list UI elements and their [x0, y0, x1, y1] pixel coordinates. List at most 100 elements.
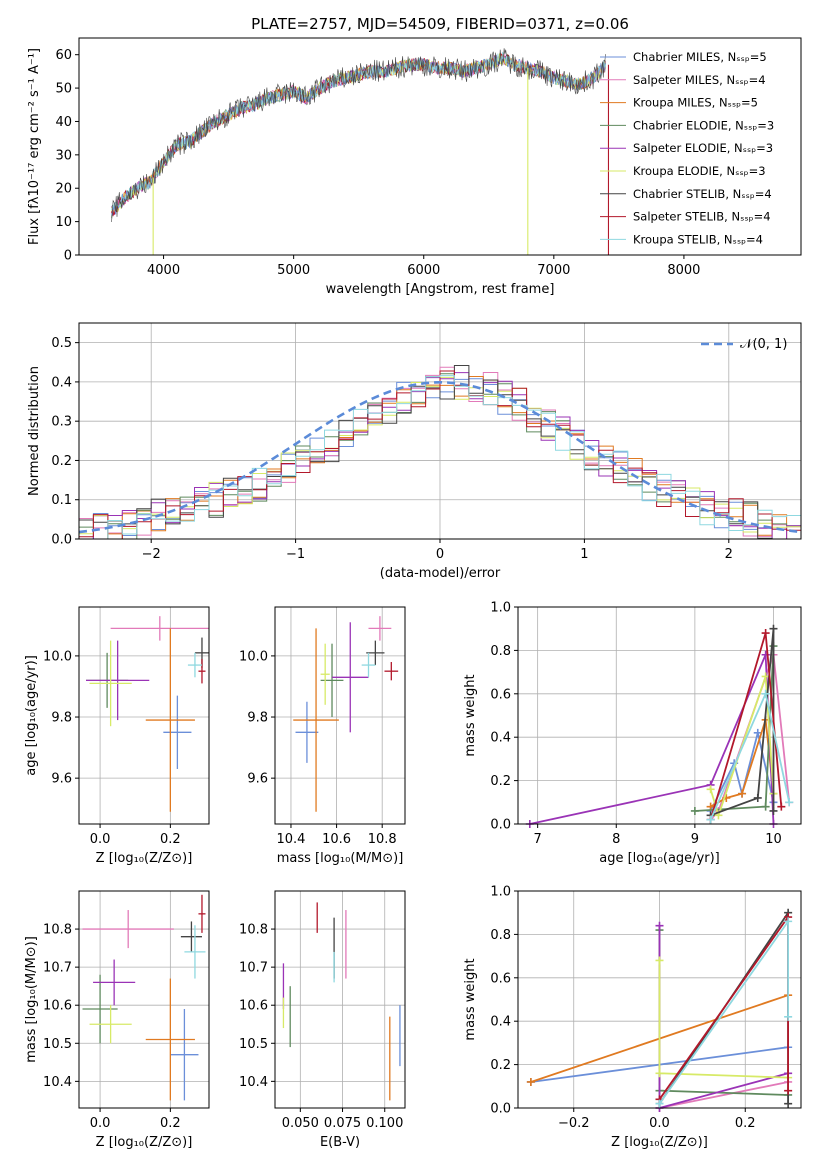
x-axis-label: age [log₁₀(age/yr)] [599, 851, 720, 866]
mass-vs-ebv-panel: 0.050 0.075 0.100 10.4 10.5 10.6 10.7 10.8 E(B-V… [239, 890, 406, 1150]
y-tick-label: 10.0 [43, 649, 72, 664]
mass-weight-marker [761, 689, 770, 698]
mass-weight-marker [785, 798, 794, 807]
age-vs-Z-plot-area [86, 616, 209, 812]
x-tick-label: 8 [612, 832, 620, 847]
legend-entry: Chabrier ELODIE, Nₛₛₚ=3 [633, 118, 774, 132]
error-point [89, 1005, 132, 1044]
y-tick-label: 60 [55, 48, 72, 63]
error-point [384, 662, 399, 681]
error-point [366, 640, 385, 666]
residuals-plot-area [78, 365, 802, 540]
y-axis-label: Flux [fλ10⁻¹⁷ erg cm⁻² s⁻¹ A⁻¹] [27, 48, 42, 245]
histogram-step [79, 370, 801, 540]
error-point [145, 628, 195, 812]
axes-frame [517, 606, 802, 825]
y-axis-label: mass weight [463, 674, 478, 756]
error-point [89, 640, 132, 727]
y-tick-label: 30 [55, 148, 72, 163]
mass-weight-marker [761, 802, 770, 811]
x-tick-label: 0.2 [160, 832, 181, 847]
residuals-panel: −2 −1 0 1 2 0.0 0.1 0.2 0.3 0.4 0.5 (data-model)/er… [27, 322, 802, 581]
error-point [163, 695, 192, 769]
x-tick-label: 0.050 [282, 1116, 319, 1131]
x-tick-label: 0.100 [366, 1116, 403, 1131]
legend-entry: 𝒩(0, 1) [740, 337, 787, 352]
y-tick-label: 0.4 [51, 375, 72, 390]
y-tick-label: 0.2 [490, 774, 511, 789]
x-tick-label: 0.2 [160, 1116, 181, 1131]
mass-weight-marker [706, 785, 715, 794]
axes-frame [78, 322, 802, 540]
chart-title: PLATE=2757, MJD=54509, FIBERID=0371, z=0… [251, 15, 629, 33]
axes-frame [274, 890, 406, 1109]
y-tick-label: 10.8 [239, 923, 268, 938]
x-tick-label: 0.0 [649, 1116, 670, 1131]
y-tick-label: 1.0 [490, 885, 511, 900]
error-point [187, 652, 202, 678]
y-tick-label: 9.6 [51, 772, 72, 787]
x-tick-label: 10.4 [276, 832, 305, 847]
mass-weight-marker [784, 1012, 793, 1021]
mass-weight-marker [690, 806, 699, 815]
y-tick-label: 0.6 [490, 971, 511, 986]
y-tick-label: 0.1 [51, 493, 72, 508]
error-point [184, 925, 206, 979]
legend: Chabrier MILES, Nₛₛₚ=5 Salpeter MILES, Nₛ… [600, 50, 774, 246]
y-tick-label: 0.8 [490, 644, 511, 659]
mass-weight-marker [761, 629, 770, 638]
axes-frame [274, 606, 406, 825]
x-tick-label: 4000 [147, 263, 180, 278]
y-tick-label: 0.2 [51, 454, 72, 469]
y-tick-label: 20 [55, 182, 72, 197]
y-tick-label: 9.8 [51, 711, 72, 726]
y-tick-label: 10.6 [43, 999, 72, 1014]
x-tick-label: 9 [691, 832, 699, 847]
y-tick-label: 10.5 [43, 1037, 72, 1052]
x-tick-label: 1 [580, 547, 588, 562]
mass-weight-line [658, 914, 789, 1100]
y-tick-label: 10.0 [239, 649, 268, 664]
mass-vs-Z-plot-area [82, 894, 206, 1101]
mass-vs-ebv-plot-area [282, 902, 401, 1101]
y-axis-label: mass weight [463, 958, 478, 1040]
error-point [170, 1009, 199, 1101]
histogram-step [79, 375, 801, 540]
mass-weight-marker [655, 1099, 664, 1108]
y-tick-label: 9.6 [247, 772, 268, 787]
y-tick-label: 1.0 [490, 601, 511, 616]
axes-frame [78, 890, 210, 1109]
error-point [180, 921, 202, 952]
y-tick-label: 9.8 [247, 711, 268, 726]
x-tick-label: 0 [436, 547, 444, 562]
legend-entry: Kroupa ELODIE, Nₛₛₚ=3 [633, 164, 766, 178]
y-tick-label: 0.2 [490, 1058, 511, 1073]
error-point [320, 643, 344, 718]
x-tick-label: 5000 [277, 263, 310, 278]
y-tick-label: 10.7 [43, 961, 72, 976]
y-tick-label: 0.4 [490, 731, 511, 746]
y-tick-label: 10.4 [43, 1075, 72, 1090]
massweight-vs-age-plot-area [525, 624, 794, 828]
mass-weight-marker [769, 624, 778, 633]
x-tick-label: 10 [765, 832, 782, 847]
x-axis-label: Z [log₁₀(Z/Z⊙)] [96, 1135, 193, 1150]
error-point [145, 978, 195, 1101]
mass-weight-line [659, 1081, 789, 1109]
x-tick-label: −0.2 [558, 1116, 590, 1131]
mass-weight-marker [655, 956, 664, 965]
error-point [93, 959, 136, 1006]
x-tick-label: 0.0 [90, 832, 111, 847]
axes-frame [78, 606, 210, 825]
y-tick-label: 0.8 [490, 928, 511, 943]
y-tick-label: 10.7 [239, 961, 268, 976]
mass-weight-marker [706, 815, 715, 824]
x-tick-label: 0.2 [735, 1116, 756, 1131]
x-tick-label: 7000 [537, 263, 570, 278]
legend-entry: Kroupa MILES, Nₛₛₚ=5 [633, 96, 758, 110]
y-tick-label: 10.5 [239, 1037, 268, 1052]
y-axis-label: Normed distribution [27, 366, 42, 496]
y-tick-label: 0.6 [490, 687, 511, 702]
x-axis-label: mass [log₁₀(M/M⊙)] [277, 851, 404, 866]
